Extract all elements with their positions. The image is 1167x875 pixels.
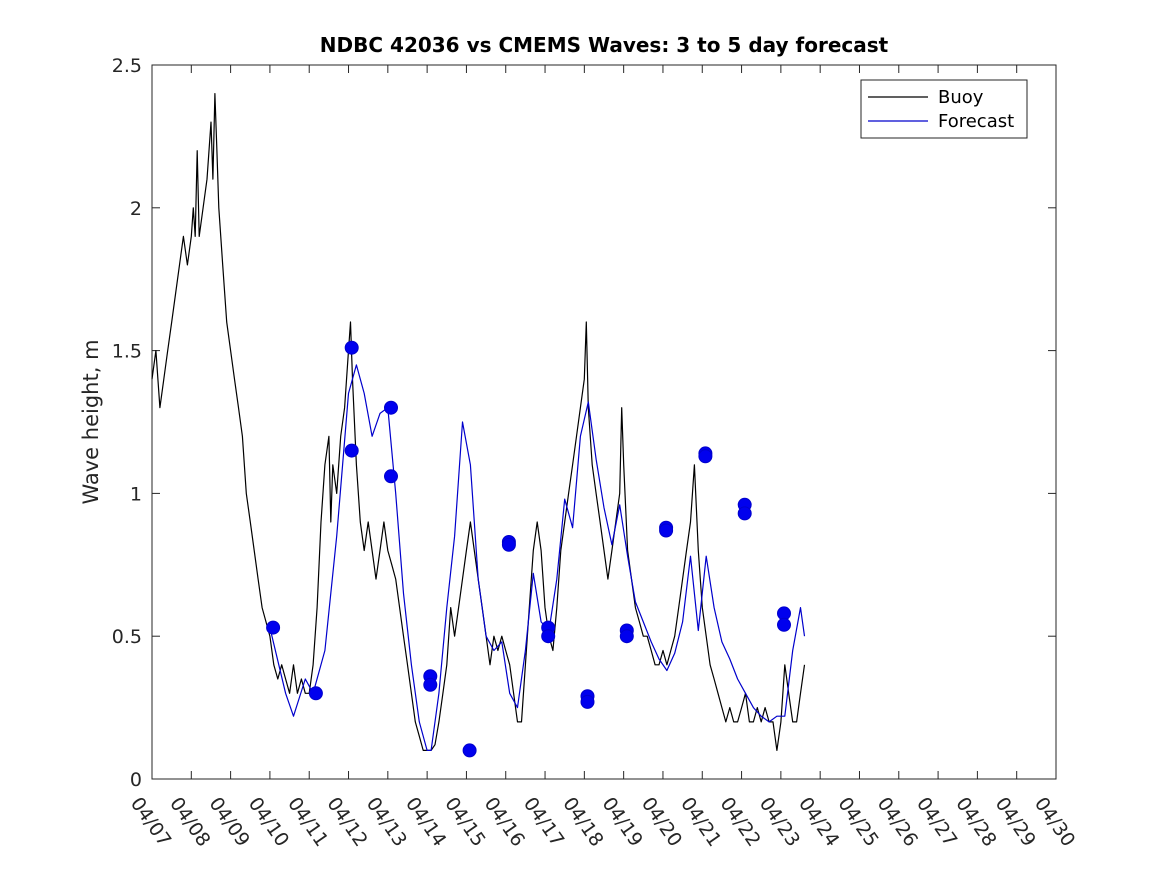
forecast-marker bbox=[541, 629, 556, 644]
y-tick-label: 1.5 bbox=[112, 341, 142, 363]
forecast-marker bbox=[266, 620, 281, 635]
legend-forecast-label: Forecast bbox=[938, 111, 1014, 132]
chart-title: NDBC 42036 vs CMEMS Waves: 3 to 5 day fo… bbox=[320, 33, 889, 57]
forecast-marker bbox=[777, 617, 791, 632]
legend-buoy-label: Buoy bbox=[938, 87, 984, 108]
forecast-marker bbox=[619, 629, 634, 644]
series-line-buoy bbox=[151, 92, 806, 752]
y-tick-label: 1 bbox=[130, 483, 142, 505]
legend-box bbox=[860, 79, 1028, 139]
y-tick-label: 0.5 bbox=[112, 626, 142, 648]
forecast-marker bbox=[344, 340, 359, 355]
forecast-marker bbox=[384, 400, 398, 415]
forecast-marker bbox=[308, 686, 323, 701]
forecast-marker bbox=[737, 506, 752, 521]
forecast-marker bbox=[659, 523, 674, 538]
y-tick-label: 2.5 bbox=[112, 55, 142, 77]
y-axis-label: Wave height, m bbox=[79, 339, 103, 504]
forecast-marker bbox=[423, 677, 438, 692]
y-axis-ticks: 0 0.5 1 1.5 2 2.5 bbox=[112, 55, 1056, 791]
y-tick-label: 2 bbox=[130, 198, 142, 220]
forecast-marker bbox=[344, 443, 359, 458]
forecast-marker bbox=[501, 537, 516, 552]
forecast-markers bbox=[266, 340, 791, 758]
forecast-marker bbox=[698, 449, 713, 464]
forecast-marker bbox=[384, 469, 398, 484]
forecast-marker bbox=[580, 694, 595, 709]
plot-area bbox=[151, 64, 1057, 780]
forecast-marker bbox=[462, 743, 477, 758]
legend: Buoy Forecast bbox=[860, 79, 1028, 139]
y-tick-label: 0 bbox=[130, 769, 142, 791]
